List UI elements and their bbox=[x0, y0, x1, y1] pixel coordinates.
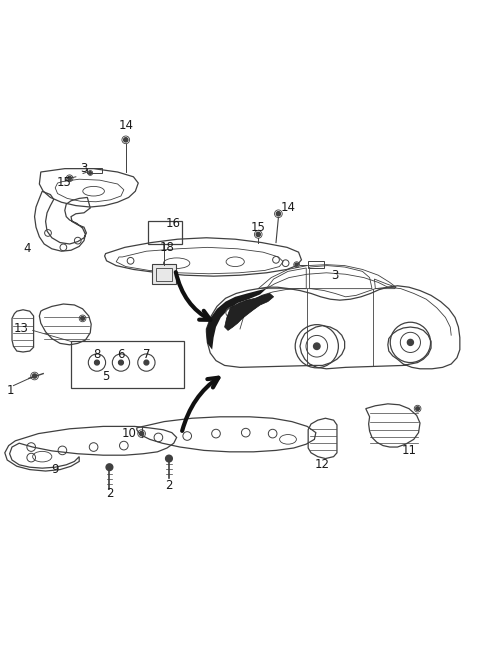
Text: 10: 10 bbox=[122, 427, 137, 440]
Text: 14: 14 bbox=[118, 119, 133, 132]
Text: 1: 1 bbox=[7, 384, 14, 397]
Polygon shape bbox=[225, 293, 274, 331]
Text: 12: 12 bbox=[315, 459, 330, 471]
Circle shape bbox=[140, 432, 144, 436]
Text: 8: 8 bbox=[93, 348, 101, 361]
Circle shape bbox=[106, 464, 113, 470]
Text: 11: 11 bbox=[401, 444, 417, 457]
Text: 7: 7 bbox=[143, 348, 150, 361]
Circle shape bbox=[95, 360, 99, 365]
Circle shape bbox=[81, 317, 84, 320]
Text: 5: 5 bbox=[102, 369, 109, 382]
Text: 6: 6 bbox=[117, 348, 125, 361]
Text: 15: 15 bbox=[57, 176, 71, 188]
Text: 3: 3 bbox=[80, 162, 88, 175]
Circle shape bbox=[295, 263, 298, 266]
Circle shape bbox=[89, 172, 92, 174]
Circle shape bbox=[119, 360, 123, 365]
Bar bbox=[308, 261, 324, 268]
Text: 16: 16 bbox=[165, 217, 180, 230]
Circle shape bbox=[276, 212, 280, 216]
Text: 3: 3 bbox=[331, 269, 339, 281]
Text: 13: 13 bbox=[14, 323, 29, 335]
Circle shape bbox=[166, 455, 172, 462]
Text: 9: 9 bbox=[51, 463, 59, 476]
Circle shape bbox=[33, 374, 36, 378]
Text: 15: 15 bbox=[251, 220, 265, 234]
Text: 14: 14 bbox=[280, 201, 296, 214]
Text: 2: 2 bbox=[165, 479, 173, 492]
Text: 2: 2 bbox=[106, 487, 113, 500]
Circle shape bbox=[144, 360, 149, 365]
Circle shape bbox=[408, 339, 413, 346]
Circle shape bbox=[256, 232, 260, 237]
Circle shape bbox=[416, 407, 420, 411]
FancyBboxPatch shape bbox=[152, 264, 176, 284]
Circle shape bbox=[68, 176, 72, 180]
Bar bbox=[87, 168, 102, 173]
Circle shape bbox=[124, 138, 128, 142]
Polygon shape bbox=[206, 289, 266, 350]
Circle shape bbox=[313, 343, 320, 350]
Text: 4: 4 bbox=[24, 242, 31, 255]
Text: 18: 18 bbox=[160, 241, 174, 254]
